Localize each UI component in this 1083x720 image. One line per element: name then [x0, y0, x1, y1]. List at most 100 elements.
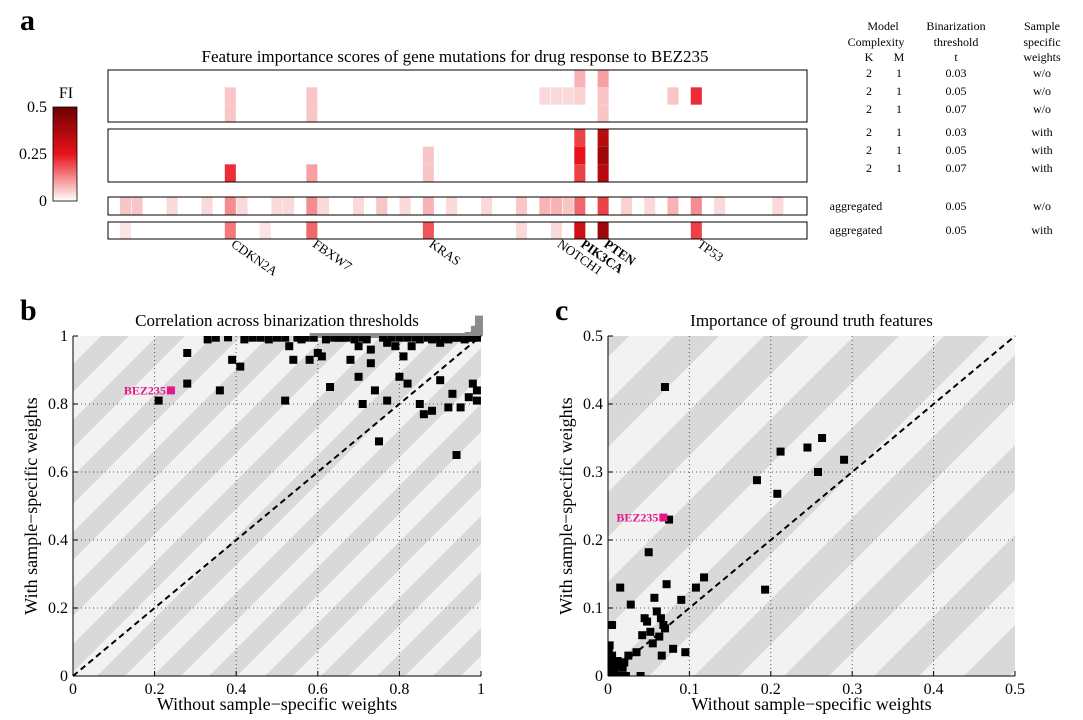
table-rows: 2 1 0.03 w/o 2 1 0.05 w/o 2 1 0.07 w/o 2 1 0.03 with 2 1 0… — [830, 66, 1053, 237]
stripe — [73, 336, 353, 616]
highlight-label: BEZ235 — [616, 511, 658, 525]
header-model: Model — [867, 19, 899, 33]
stripe — [377, 572, 481, 676]
data-point — [624, 651, 633, 660]
heatmap-cell — [422, 222, 434, 239]
data-point — [660, 624, 669, 633]
table-weights: w/o — [1033, 102, 1051, 116]
marginal-bar — [470, 325, 479, 336]
data-point — [248, 336, 257, 342]
y-tick-label: 0.2 — [48, 600, 68, 617]
heatmap-cell — [318, 197, 330, 215]
heatmap-cell — [597, 70, 609, 88]
heatmap-block-frame — [107, 69, 808, 123]
table-t: 0.03 — [946, 125, 967, 139]
heatmap-cell — [597, 104, 609, 122]
table-weights: with — [1031, 223, 1052, 237]
table-aggregated: aggregated — [830, 223, 883, 237]
data-point — [456, 336, 465, 342]
identity-line — [607, 335, 1016, 677]
header-weights: weights — [1023, 50, 1061, 64]
marginal-bar — [474, 315, 483, 336]
data-point — [281, 396, 290, 405]
gene-label: TP53 — [695, 236, 727, 264]
table-m: 1 — [896, 66, 902, 80]
data-point — [452, 336, 461, 342]
header-k: K — [865, 50, 874, 64]
heatmap-cell — [667, 87, 679, 105]
table-aggregated: aggregated — [830, 199, 883, 213]
table-t: 0.05 — [946, 143, 967, 157]
data-point — [460, 336, 469, 344]
panel-a-title: Feature importance scores of gene mutati… — [201, 47, 708, 66]
data-point — [358, 336, 367, 342]
table-m: 1 — [896, 125, 902, 139]
data-point — [436, 376, 445, 385]
heatmap-block-frame — [107, 221, 808, 240]
y-axis-label: With sample−specific weights — [21, 397, 41, 614]
data-point — [440, 336, 449, 342]
x-tick-label: 0 — [69, 681, 77, 698]
x-tick-label: 0.3 — [842, 681, 862, 698]
heatmap-cell — [201, 197, 213, 215]
data-point — [273, 336, 281, 342]
stripe — [874, 535, 1015, 676]
data-point — [346, 355, 355, 364]
data-point — [309, 336, 318, 342]
data-point — [648, 639, 657, 648]
data-point — [423, 336, 432, 342]
x-tick-label: 0.4 — [924, 681, 944, 698]
heatmap-cell — [399, 197, 411, 215]
data-point — [776, 447, 785, 456]
marginal-bar — [309, 333, 481, 338]
data-point — [334, 336, 343, 342]
data-point — [224, 336, 233, 342]
data-point — [677, 595, 686, 604]
heatmap-cell — [236, 197, 248, 215]
gene-label: KRAS — [427, 236, 464, 268]
data-point — [289, 355, 298, 364]
data-point — [330, 336, 339, 342]
data-point — [317, 352, 326, 361]
highlight-label: BEZ235 — [124, 383, 166, 397]
stripe — [0, 336, 17, 676]
heatmap-cell — [551, 222, 563, 239]
data-point — [391, 342, 400, 351]
data-point — [662, 580, 671, 589]
heatmap-cell — [690, 87, 702, 105]
heatmap-cell — [772, 197, 784, 215]
data-point — [608, 621, 617, 629]
heatmap-cell — [224, 104, 236, 122]
y-axis-label: With sample−specific weights — [556, 397, 576, 614]
heatmap-cell — [597, 164, 609, 182]
heatmap-cell — [166, 197, 178, 215]
data-point — [375, 437, 383, 446]
heatmap-cell — [597, 222, 609, 239]
data-point — [761, 585, 770, 594]
data-point — [236, 362, 245, 371]
heatmap-cell — [422, 197, 434, 215]
data-point — [626, 600, 635, 609]
heatmap-cell — [714, 197, 726, 215]
data-point — [203, 336, 212, 344]
colorbar-label: FI — [59, 85, 73, 102]
gene-label: FBXW7 — [310, 236, 355, 274]
heatmap-cell — [376, 197, 388, 215]
heatmap-cell — [690, 197, 702, 215]
table-m: 1 — [896, 102, 902, 116]
data-point — [669, 644, 678, 653]
data-point — [228, 355, 237, 364]
data-point — [472, 386, 481, 395]
data-point — [818, 434, 827, 442]
heatmap-cell — [306, 104, 318, 122]
heatmap-cell — [574, 129, 586, 147]
table-weights: w/o — [1033, 84, 1051, 98]
heatmap-cell — [562, 87, 574, 105]
data-point — [444, 336, 453, 344]
panel-a-letter: a — [20, 4, 35, 37]
table-t: 0.05 — [946, 223, 967, 237]
data-point — [665, 515, 674, 524]
table-t: 0.07 — [946, 161, 967, 175]
data-point — [403, 379, 412, 388]
